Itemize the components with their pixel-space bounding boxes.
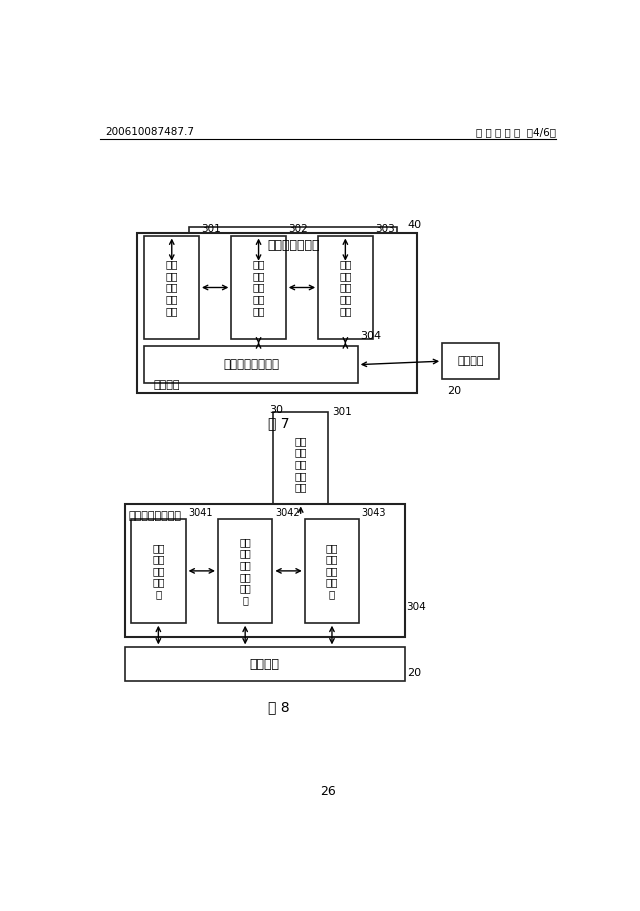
Text: 301: 301 [202,224,221,234]
Bar [218,519,273,623]
Bar [442,343,499,379]
Text: 303: 303 [375,224,395,234]
Text: 20: 20 [447,386,461,396]
Text: 图 7: 图 7 [268,416,289,431]
Text: 304: 304 [360,331,381,341]
Text: 302: 302 [288,224,308,234]
Bar [273,413,328,517]
Bar [145,346,358,383]
Text: 接口模块: 接口模块 [250,658,280,670]
Bar [231,236,286,340]
Text: 3043: 3043 [362,507,386,517]
Text: 301: 301 [332,407,352,417]
Text: 地图引擎核心模块: 地图引擎核心模块 [128,510,181,520]
Bar [125,504,405,637]
Bar [125,648,405,681]
Text: 本地地图数据库: 本地地图数据库 [267,239,319,252]
Text: 地图
引擎
功能
控制
模块: 地图 引擎 功能 控制 模块 [252,260,265,316]
Text: 地图
数据
调用
子模
块: 地图 数据 调用 子模 块 [152,543,164,599]
Text: 3042: 3042 [275,507,300,517]
Text: 20: 20 [408,669,422,679]
Text: 地图
引擎
交互
显示
模块: 地图 引擎 交互 显示 模块 [339,260,351,316]
Text: 30: 30 [269,405,283,415]
Bar [137,233,417,394]
Bar [318,236,372,340]
Text: 200610087487.7: 200610087487.7 [105,127,194,137]
Bar [131,519,186,623]
Bar [145,236,199,340]
Text: 地图
引擎
功能
计算
模块: 地图 引擎 功能 计算 模块 [166,260,178,316]
Text: 地图
引擎
功能
计算
模块: 地图 引擎 功能 计算 模块 [294,436,307,493]
Text: 接口模块: 接口模块 [458,356,484,366]
Text: 地图引擎: 地图引擎 [154,380,180,390]
Text: 地图
基础
对象
计算
子模
块: 地图 基础 对象 计算 子模 块 [239,537,251,605]
Bar [189,227,397,263]
Text: 说 明 书 附 图  第4/6页: 说 明 书 附 图 第4/6页 [476,127,556,137]
Bar [305,519,359,623]
Text: 304: 304 [406,602,426,612]
Text: 3041: 3041 [188,507,212,517]
Text: 26: 26 [320,784,336,798]
Text: 地图
数据
装载
子模
块: 地图 数据 装载 子模 块 [326,543,338,599]
Text: 图 8: 图 8 [268,700,289,714]
Text: 40: 40 [408,220,422,230]
Text: 地图引擎核心模块: 地图引擎核心模块 [223,358,279,371]
